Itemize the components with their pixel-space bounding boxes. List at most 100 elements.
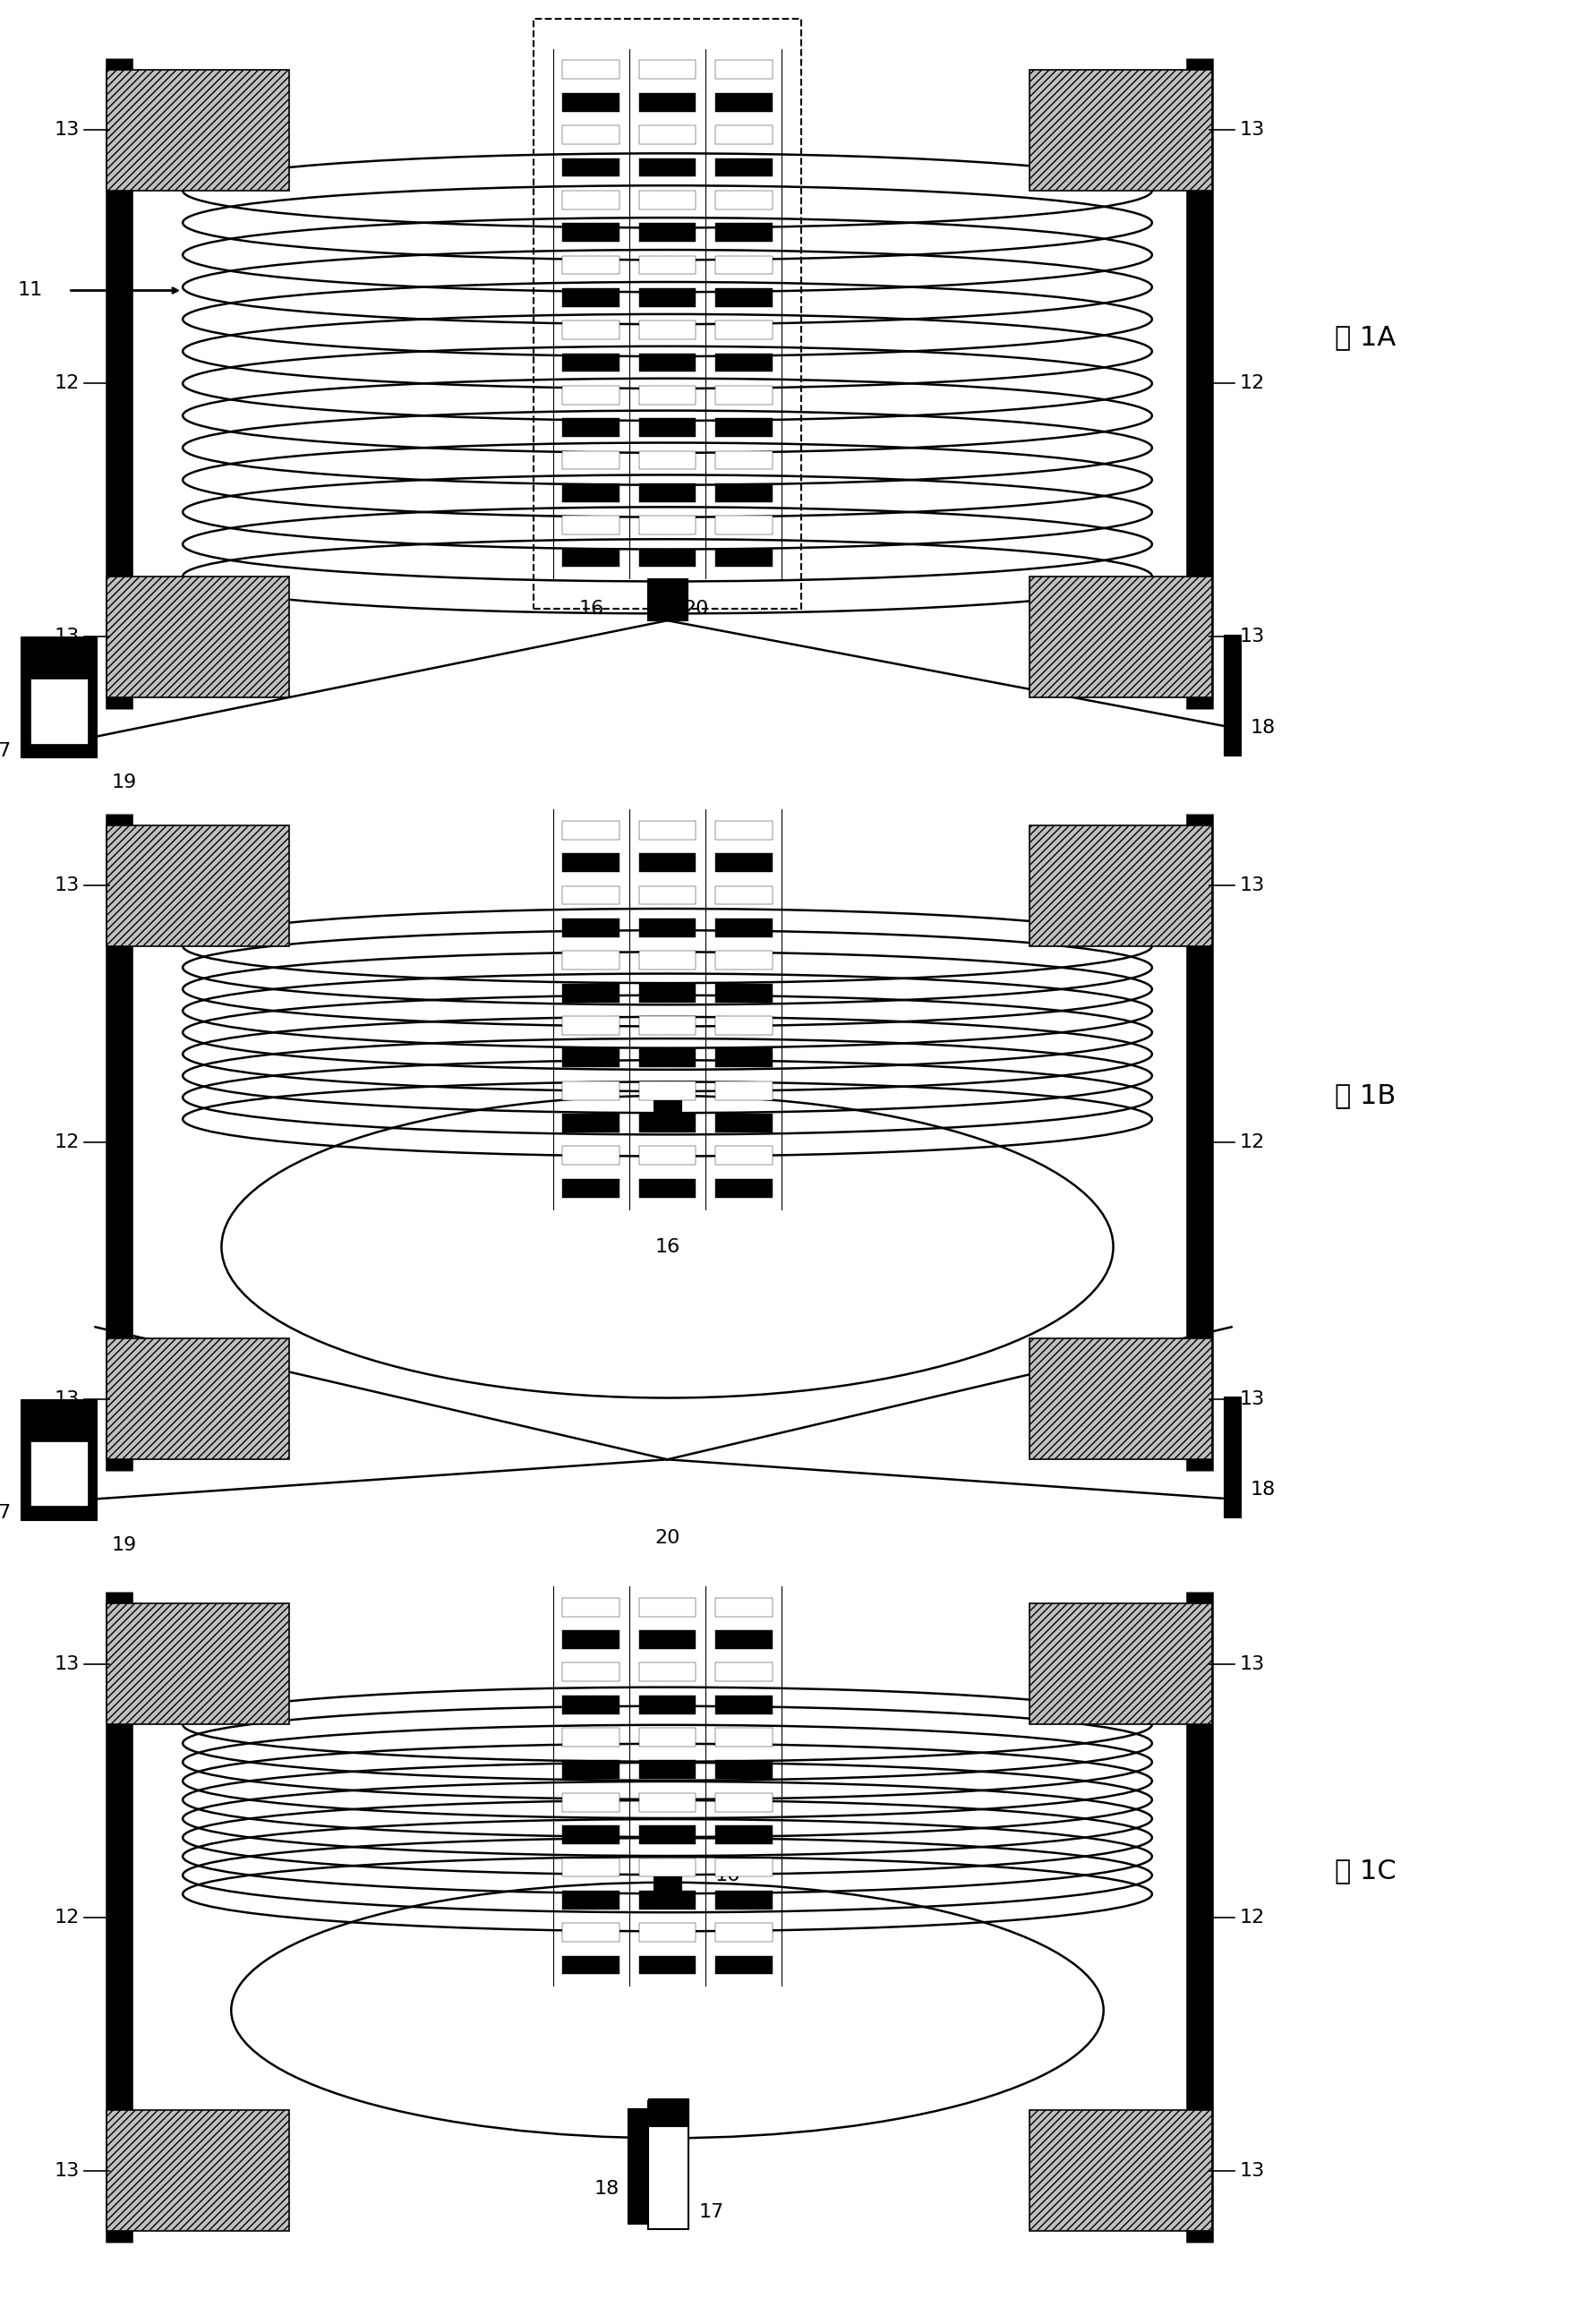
Bar [715, 820, 772, 839]
Bar [563, 288, 620, 307]
Bar [715, 288, 772, 307]
Bar [639, 1599, 696, 1618]
Bar [715, 516, 772, 535]
Text: 13: 13 [1239, 1390, 1265, 1408]
Bar [563, 223, 620, 242]
Text: 11: 11 [17, 281, 43, 300]
Bar [639, 321, 696, 339]
Text: 13: 13 [1239, 627, 1265, 646]
Bar [648, 579, 686, 621]
Bar [563, 1922, 620, 1941]
Bar [563, 483, 620, 502]
Bar [563, 1954, 620, 1973]
Bar [1030, 2110, 1212, 2231]
Bar [563, 93, 620, 112]
Text: 13: 13 [54, 2161, 79, 2180]
Bar [639, 125, 696, 144]
Bar [563, 1697, 620, 1715]
Bar [106, 1604, 289, 1724]
Bar [563, 853, 620, 872]
Bar [563, 1794, 620, 1813]
Bar [639, 256, 696, 274]
Bar [639, 1664, 696, 1683]
Bar [715, 125, 772, 144]
Bar [715, 223, 772, 242]
Bar [639, 1113, 696, 1132]
Bar [715, 1827, 772, 1845]
Bar [715, 951, 772, 969]
Bar [715, 158, 772, 177]
Bar [639, 1178, 696, 1197]
Bar [715, 386, 772, 404]
Bar [715, 1629, 772, 1648]
Bar [563, 451, 620, 469]
Text: 17: 17 [699, 2203, 725, 2222]
Bar [653, 1862, 682, 1899]
Bar [653, 1088, 682, 1125]
Text: 12: 12 [1239, 1908, 1265, 1927]
Bar [639, 918, 696, 937]
Bar [715, 983, 772, 1002]
Bar [715, 853, 772, 872]
Bar [628, 2108, 648, 2224]
Bar [639, 853, 696, 872]
Bar [563, 256, 620, 274]
Bar [563, 1146, 620, 1164]
Bar [639, 1762, 696, 1780]
Bar [639, 516, 696, 535]
Text: 17: 17 [0, 1504, 11, 1522]
Bar [563, 885, 620, 904]
Bar [563, 353, 620, 372]
Bar [1224, 634, 1241, 755]
Text: 12: 12 [54, 374, 79, 393]
Bar [639, 60, 696, 79]
Bar [715, 918, 772, 937]
Text: 13: 13 [54, 627, 79, 646]
Text: 20: 20 [683, 600, 709, 618]
Bar [563, 1178, 620, 1197]
Bar [715, 321, 772, 339]
Bar [563, 125, 620, 144]
Text: 12: 12 [54, 1908, 79, 1927]
Bar [563, 1664, 620, 1683]
Bar [715, 1697, 772, 1715]
Bar [639, 1729, 696, 1748]
Bar [715, 93, 772, 112]
Bar [563, 386, 620, 404]
Bar [648, 2101, 688, 2229]
Bar [715, 483, 772, 502]
Bar [715, 1794, 772, 1813]
Bar [563, 321, 620, 339]
Bar [715, 1599, 772, 1618]
Bar [21, 637, 97, 758]
Bar [563, 1892, 620, 1910]
Bar [639, 451, 696, 469]
Bar [106, 1339, 289, 1459]
Bar [715, 1048, 772, 1067]
Bar [563, 191, 620, 209]
Bar [639, 1146, 696, 1164]
Bar [1224, 1397, 1241, 1518]
Bar [563, 158, 620, 177]
Bar [639, 951, 696, 969]
Bar [715, 1178, 772, 1197]
Text: 12: 12 [1239, 1134, 1265, 1150]
Bar [563, 1762, 620, 1780]
Bar [715, 1081, 772, 1099]
Bar [563, 1729, 620, 1748]
Text: 16: 16 [578, 600, 604, 618]
Bar [715, 451, 772, 469]
Bar [715, 418, 772, 437]
Bar [639, 191, 696, 209]
Bar [715, 1016, 772, 1034]
Bar [639, 1697, 696, 1715]
Bar [534, 19, 801, 609]
Bar [639, 483, 696, 502]
Text: 13: 13 [1239, 2161, 1265, 2180]
Text: 13: 13 [54, 1390, 79, 1408]
Text: 18: 18 [594, 2180, 620, 2199]
Bar [715, 548, 772, 567]
Bar [715, 1146, 772, 1164]
Bar [639, 158, 696, 177]
Bar [1030, 70, 1212, 191]
